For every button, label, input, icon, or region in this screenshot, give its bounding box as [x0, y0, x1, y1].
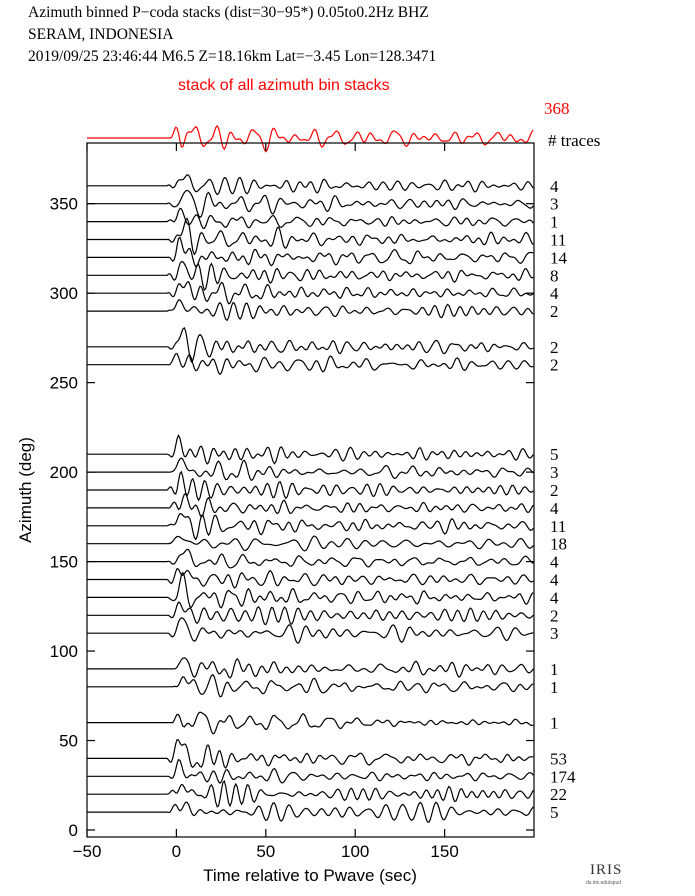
all-azimuth-stack: stack of all azimuth bin stacks 368 — [87, 77, 570, 153]
iris-logo: IRIS ds.iris.edu/spud — [574, 852, 634, 888]
trace-count-label: 4 — [550, 177, 559, 196]
trace-count-header: # traces — [548, 131, 600, 150]
y-tick-label: 50 — [59, 732, 78, 751]
chart-header: Azimuth binned P−coda stacks (dist=30−95… — [28, 2, 436, 68]
azimuth-trace — [87, 673, 534, 698]
y-tick-label: 100 — [50, 642, 78, 661]
x-tick-label: 100 — [341, 842, 369, 861]
trace-count-label: 8 — [550, 266, 559, 285]
trace-count-label: 1 — [550, 213, 559, 232]
stack-trace-count: 368 — [544, 99, 570, 118]
azimuth-trace — [87, 217, 534, 256]
azimuth-trace — [87, 260, 534, 292]
azimuth-trace — [87, 493, 534, 518]
trace-count-label: 11 — [550, 517, 566, 536]
azimuth-trace — [87, 326, 534, 364]
azimuth-trace — [87, 779, 534, 808]
azimuth-trace — [87, 299, 534, 322]
azimuth-trace — [87, 353, 534, 376]
y-tick-label: 300 — [50, 284, 78, 303]
trace-count-label: 1 — [550, 678, 559, 697]
azimuth-trace — [87, 548, 534, 569]
header-event-line: 2019/09/25 23:46:44 M6.5 Z=18.16km Lat=−… — [28, 48, 437, 65]
trace-count-label: 18 — [550, 535, 567, 554]
azimuth-trace — [87, 535, 534, 552]
x-axis-title: Time relative to Pwave (sec) — [203, 866, 417, 885]
x-tick-label: 0 — [172, 842, 181, 861]
azimuth-trace — [87, 470, 534, 502]
x-tick-label: −50 — [73, 842, 102, 861]
azimuth-trace — [87, 567, 534, 589]
trace-count-label: 4 — [550, 570, 559, 589]
header-region-line: SERAM, INDONESIA — [28, 26, 174, 43]
axes: −50 0 50 100 150 0 50 100 150 200 250 300 350 — [50, 143, 534, 861]
trace-count-label: 2 — [550, 302, 559, 321]
trace-count-label: 2 — [550, 481, 559, 500]
y-tick-label: 250 — [50, 374, 78, 393]
azimuth-trace — [87, 657, 534, 679]
x-tick-label: 50 — [256, 842, 275, 861]
stack-trace — [87, 124, 534, 153]
trace-count-label: 22 — [550, 785, 567, 804]
azimuth-trace — [87, 601, 534, 626]
trace-count-label: 4 — [550, 284, 559, 303]
azimuth-trace — [87, 801, 534, 824]
trace-count-label: 5 — [550, 803, 559, 822]
azimuth-trace — [87, 571, 534, 609]
trace-count-label: 3 — [550, 195, 559, 214]
azimuth-trace — [87, 280, 534, 305]
trace-count-label: 3 — [550, 624, 559, 643]
logo-url: ds.iris.edu/spud — [586, 880, 622, 886]
azimuth-trace — [87, 711, 534, 735]
y-tick-label: 150 — [50, 553, 78, 572]
stack-title: stack of all azimuth bin stacks — [178, 77, 390, 94]
azimuth-trace — [87, 758, 534, 784]
trace-count-label: 53 — [550, 749, 567, 768]
azimuth-trace — [87, 457, 534, 482]
header-title-line: Azimuth binned P−coda stacks (dist=30−95… — [28, 4, 429, 21]
trace-count-label: 1 — [550, 714, 559, 733]
azimuth-trace — [87, 513, 534, 541]
azimuth-trace — [87, 174, 534, 196]
azimuth-trace — [87, 739, 534, 769]
trace-count-label: 11 — [550, 230, 566, 249]
trace-count-label: 4 — [550, 588, 559, 607]
trace-count-label: 1 — [550, 660, 559, 679]
trace-count-label: 14 — [550, 248, 568, 267]
y-tick-label: 350 — [50, 195, 78, 214]
trace-count-label: 4 — [550, 499, 559, 518]
trace-count-label: 4 — [550, 553, 559, 572]
trace-count-label: 174 — [550, 767, 576, 786]
y-axis-title: Azimuth (deg) — [16, 437, 35, 543]
azimuth-trace — [87, 617, 534, 644]
trace-count-label: 2 — [550, 338, 559, 357]
x-tick-label: 150 — [430, 842, 458, 861]
trace-count-label: 5 — [550, 445, 559, 464]
y-tick-label: 0 — [69, 821, 78, 840]
azimuth-trace — [87, 433, 534, 465]
azimuth-trace — [87, 189, 534, 219]
logo-word: IRIS — [590, 862, 623, 878]
trace-count-label: 3 — [550, 463, 559, 482]
azimuth-trace — [87, 236, 534, 268]
y-tick-label: 200 — [50, 463, 78, 482]
trace-count-label: 2 — [550, 356, 559, 375]
trace-count-label: 2 — [550, 606, 559, 625]
azimuth-trace — [87, 207, 534, 230]
